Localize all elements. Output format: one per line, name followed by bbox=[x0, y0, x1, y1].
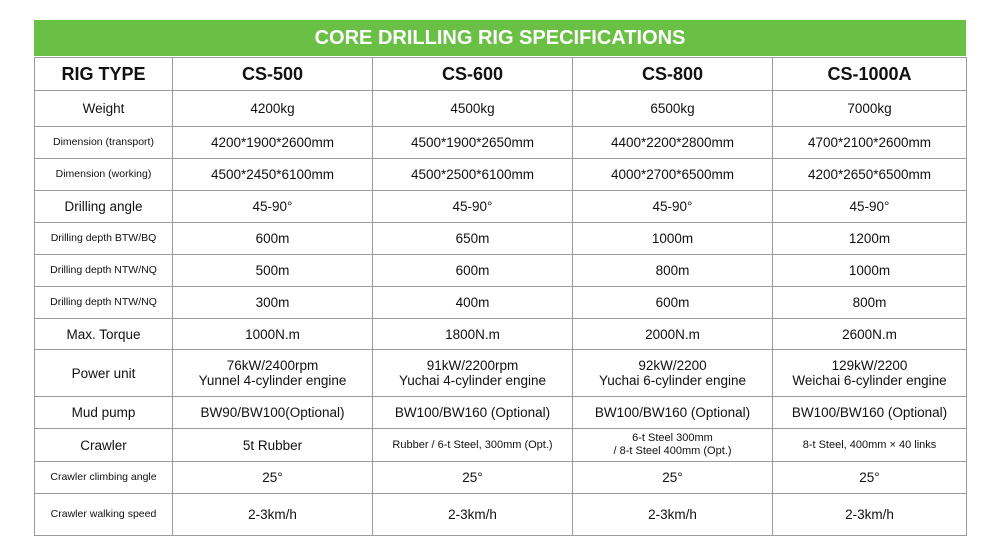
spec-cell: 2000N.m bbox=[572, 318, 773, 350]
spec-cell: 4500*2500*6100mm bbox=[372, 158, 573, 191]
spec-row: Drilling depth NTW/NQ 300m 400m 600m 800m bbox=[34, 286, 967, 319]
spec-cell: 650m bbox=[372, 222, 573, 255]
spec-cell: 76kW/2400rpm Yunnel 4-cylinder engine bbox=[172, 349, 373, 397]
spec-cell: 500m bbox=[172, 254, 373, 287]
spec-cell: 45-90° bbox=[172, 190, 373, 223]
cell-line: Yuchai 6-cylinder engine bbox=[598, 373, 747, 388]
spec-cell: 4000*2700*6500mm bbox=[572, 158, 773, 191]
spec-cell: 25° bbox=[372, 461, 573, 494]
spec-cell: 800m bbox=[572, 254, 773, 287]
spec-cell: 1000m bbox=[772, 254, 967, 287]
spec-cell: 2600N.m bbox=[772, 318, 967, 350]
title-bar: CORE DRILLING RIG SPECIFICATIONS bbox=[34, 20, 966, 56]
spec-cell: 600m bbox=[572, 286, 773, 319]
spec-cell: 2-3km/h bbox=[372, 493, 573, 536]
spec-cell: 91kW/2200rpm Yuchai 4-cylinder engine bbox=[372, 349, 573, 397]
header-row: RIG TYPE CS-500 CS-600 CS-800 CS-1000A bbox=[34, 57, 967, 91]
spec-cell: 1800N.m bbox=[372, 318, 573, 350]
row-label: Max. Torque bbox=[34, 318, 173, 350]
header-cell: CS-800 bbox=[572, 57, 773, 91]
cell-line: 91kW/2200rpm bbox=[426, 358, 519, 373]
spec-row: Drilling angle 45-90° 45-90° 45-90° 45-90° bbox=[34, 190, 967, 223]
spec-cell: 300m bbox=[172, 286, 373, 319]
spec-cell: 4200kg bbox=[172, 90, 373, 127]
spec-cell: 2-3km/h bbox=[172, 493, 373, 536]
spec-cell: BW100/BW160 (Optional) bbox=[572, 396, 773, 429]
spec-cell: 6-t Steel 300mm/ 8-t Steel 400mm (Opt.) bbox=[572, 428, 773, 462]
spec-cell: 25° bbox=[772, 461, 967, 494]
spec-cell: 8-t Steel, 400mm × 40 links bbox=[772, 428, 967, 462]
row-label: Crawler bbox=[34, 428, 173, 462]
spec-cell: 2-3km/h bbox=[572, 493, 773, 536]
spec-cell: 4700*2100*2600mm bbox=[772, 126, 967, 159]
spec-cell: 600m bbox=[172, 222, 373, 255]
spec-row: Crawler 5t Rubber Rubber / 6-t Steel, 300m… bbox=[34, 428, 967, 462]
row-label: Power unit bbox=[34, 349, 173, 397]
spec-cell: 92kW/2200 Yuchai 6-cylinder engine bbox=[572, 349, 773, 397]
spec-cell: BW90/BW100(Optional) bbox=[172, 396, 373, 429]
spec-cell: 5t Rubber bbox=[172, 428, 373, 462]
spec-cell: 4200*1900*2600mm bbox=[172, 126, 373, 159]
spec-row: Dimension (working) 4500*2450*6100mm 4500*… bbox=[34, 158, 967, 191]
spec-row: Dimension (transport) 4200*1900*2600mm 450… bbox=[34, 126, 967, 159]
header-cell: RIG TYPE bbox=[34, 57, 173, 91]
spec-cell: 4500*1900*2650mm bbox=[372, 126, 573, 159]
spec-cell: 7000kg bbox=[772, 90, 967, 127]
spec-row: Drilling depth NTW/NQ 500m 600m 800m 1000m bbox=[34, 254, 967, 287]
cell-line: 76kW/2400rpm bbox=[226, 358, 319, 373]
spec-cell: BW100/BW160 (Optional) bbox=[772, 396, 967, 429]
spec-table: RIG TYPE CS-500 CS-600 CS-800 CS-1000A Weigh… bbox=[34, 57, 967, 536]
row-label: Drilling depth NTW/NQ bbox=[34, 286, 173, 319]
spec-row: Mud pump BW90/BW100(Optional) BW100/BW160 … bbox=[34, 396, 967, 429]
spec-row: Power unit 76kW/2400rpm Yunnel 4-cylinder … bbox=[34, 349, 967, 397]
spec-row: Crawler walking speed 2-3km/h 2-3km/h 2-3km… bbox=[34, 493, 967, 536]
row-label: Crawler climbing angle bbox=[34, 461, 173, 494]
spec-cell: 129kW/2200 Weichai 6-cylinder engine bbox=[772, 349, 967, 397]
spec-cell: 6500kg bbox=[572, 90, 773, 127]
spec-cell: 2-3km/h bbox=[772, 493, 967, 536]
spec-row: Drilling depth BTW/BQ 600m 650m 1000m 1200m bbox=[34, 222, 967, 255]
row-label: Crawler walking speed bbox=[34, 493, 173, 536]
spec-row: Max. Torque 1000N.m 1800N.m 2000N.m 2600N.m bbox=[34, 318, 967, 350]
row-label: Drilling depth BTW/BQ bbox=[34, 222, 173, 255]
spec-cell: 800m bbox=[772, 286, 967, 319]
spec-cell: 4200*2650*6500mm bbox=[772, 158, 967, 191]
spec-row: Weight 4200kg 4500kg 6500kg 7000kg bbox=[34, 90, 967, 127]
row-label: Dimension (transport) bbox=[34, 126, 173, 159]
spec-cell: 1000N.m bbox=[172, 318, 373, 350]
row-label: Dimension (working) bbox=[34, 158, 173, 191]
spec-cell: 45-90° bbox=[372, 190, 573, 223]
row-label: Drilling depth NTW/NQ bbox=[34, 254, 173, 287]
spec-cell: BW100/BW160 (Optional) bbox=[372, 396, 573, 429]
spec-cell: 4500kg bbox=[372, 90, 573, 127]
cell-line: / 8-t Steel 400mm (Opt.) bbox=[613, 445, 732, 457]
spec-cell: 1000m bbox=[572, 222, 773, 255]
spec-cell: 4500*2450*6100mm bbox=[172, 158, 373, 191]
spec-cell: 45-90° bbox=[572, 190, 773, 223]
row-label: Mud pump bbox=[34, 396, 173, 429]
spec-row: Crawler climbing angle 25° 25° 25° 25° bbox=[34, 461, 967, 494]
cell-line: 129kW/2200 bbox=[831, 358, 908, 373]
spec-cell: Rubber / 6-t Steel, 300mm (Opt.) bbox=[372, 428, 573, 462]
cell-line: Yunnel 4-cylinder engine bbox=[198, 373, 347, 388]
spec-cell: 25° bbox=[572, 461, 773, 494]
spec-cell: 400m bbox=[372, 286, 573, 319]
row-label: Weight bbox=[34, 90, 173, 127]
spec-cell: 4400*2200*2800mm bbox=[572, 126, 773, 159]
cell-line: 6-t Steel 300mm bbox=[632, 432, 713, 444]
row-label: Drilling angle bbox=[34, 190, 173, 223]
header-cell: CS-600 bbox=[372, 57, 573, 91]
spec-cell: 1200m bbox=[772, 222, 967, 255]
header-cell: CS-500 bbox=[172, 57, 373, 91]
header-cell: CS-1000A bbox=[772, 57, 967, 91]
spec-cell: 600m bbox=[372, 254, 573, 287]
cell-line: Yuchai 4-cylinder engine bbox=[398, 373, 547, 388]
spec-cell: 45-90° bbox=[772, 190, 967, 223]
spec-cell: 25° bbox=[172, 461, 373, 494]
cell-line: 92kW/2200 bbox=[638, 358, 707, 373]
cell-line: Weichai 6-cylinder engine bbox=[792, 373, 947, 388]
